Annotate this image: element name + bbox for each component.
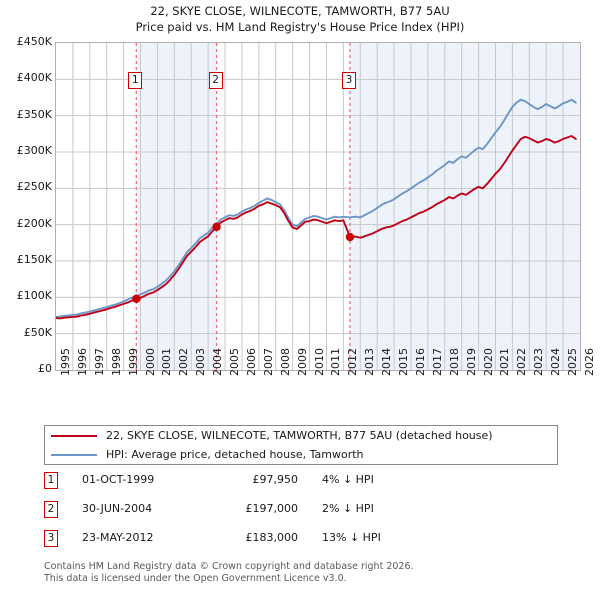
- shaded-band-2: [349, 43, 580, 370]
- x-tick-label: 1996: [75, 348, 89, 376]
- sale-price: £183,000: [245, 531, 299, 544]
- x-tick-label: 2003: [194, 348, 208, 376]
- x-tick-label: 2002: [177, 348, 191, 376]
- x-tick-label: 2006: [244, 348, 258, 376]
- y-tick-label: £50K: [23, 325, 52, 339]
- legend-label-hpi: HPI: Average price, detached house, Tamw…: [106, 448, 364, 461]
- x-tick-label: 2022: [515, 348, 529, 376]
- x-tick-label: 1999: [126, 348, 140, 376]
- chart-legend: 22, SKYE CLOSE, WILNECOTE, TAMWORTH, B77…: [44, 425, 558, 465]
- x-tick-label: 2023: [532, 348, 546, 376]
- sale-marker-dot-2[interactable]: [212, 222, 221, 232]
- chart-container: £0 £50K £100K £150K £200K £250K £300K £350K £400…: [0, 35, 600, 376]
- x-tick-label: 2000: [143, 348, 157, 376]
- attribution-footer: Contains HM Land Registry data © Crown c…: [44, 561, 584, 584]
- legend-swatch-hpi: [51, 453, 97, 456]
- x-tick-label: 2014: [380, 348, 394, 376]
- title-line-2: Price paid vs. HM Land Registry's House …: [135, 20, 465, 34]
- sale-row: 2 30-JUN-2004 £197,000 2% ↓ HPI: [44, 501, 558, 530]
- x-tick-label: 2009: [295, 348, 309, 376]
- sale-index-badge: 2: [44, 501, 58, 518]
- sale-row: 3 23-MAY-2012 £183,000 13% ↓ HPI: [44, 530, 558, 559]
- y-tick-label: £100K: [16, 289, 52, 303]
- sale-index-badge: 3: [44, 530, 58, 547]
- x-tick-label: 2020: [481, 348, 495, 376]
- hpi-line: [56, 98, 577, 318]
- event-flag-1[interactable]: 1: [128, 72, 143, 89]
- sale-hpi-delta: 4% ↓ HPI: [322, 473, 374, 486]
- sale-marker-dot-1[interactable]: [132, 294, 141, 304]
- x-tick-label: 2017: [430, 348, 444, 376]
- price-history-plot: [56, 43, 580, 370]
- y-tick-label: £250K: [16, 180, 52, 194]
- y-tick-label: £400K: [16, 71, 52, 85]
- sale-price: £197,000: [245, 502, 299, 515]
- x-tick-label: 2013: [363, 348, 377, 376]
- sale-date: 23-MAY-2012: [82, 531, 154, 544]
- x-tick-label: 1995: [59, 348, 72, 376]
- title-line-1: 22, SKYE CLOSE, WILNECOTE, TAMWORTH, B77…: [150, 4, 450, 18]
- y-tick-label: £200K: [16, 216, 52, 230]
- x-tick-label: 2007: [261, 348, 275, 376]
- legend-label-price-paid: 22, SKYE CLOSE, WILNECOTE, TAMWORTH, B77…: [106, 429, 493, 442]
- x-tick-label: 2012: [346, 348, 360, 376]
- y-tick-label: £450K: [16, 35, 52, 48]
- x-tick-label: 2018: [447, 348, 461, 376]
- footer-line-2: This data is licensed under the Open Gov…: [44, 572, 347, 584]
- x-tick-label: 2015: [397, 348, 411, 376]
- sale-marker-dot-3[interactable]: [345, 232, 355, 242]
- y-tick-label: £150K: [16, 253, 52, 266]
- event-flag-3[interactable]: 3: [341, 72, 356, 89]
- sale-row: 1 01-OCT-1999 £97,950 4% ↓ HPI: [44, 472, 558, 501]
- shaded-band-1: [136, 43, 217, 370]
- legend-item-price-paid: 22, SKYE CLOSE, WILNECOTE, TAMWORTH, B77…: [45, 426, 557, 445]
- y-tick-label: £0: [38, 362, 52, 375]
- x-tick-label: 2019: [464, 348, 478, 376]
- legend-swatch-price-paid: [51, 434, 97, 437]
- x-tick-label: 2021: [498, 348, 512, 376]
- x-tick-label: 2004: [211, 348, 225, 376]
- chart-title: 22, SKYE CLOSE, WILNECOTE, TAMWORTH, B77…: [0, 3, 600, 35]
- sale-date: 01-OCT-1999: [82, 473, 155, 486]
- y-tick-label: £300K: [16, 144, 52, 157]
- y-tick-label: £350K: [16, 107, 52, 121]
- x-tick-label: 2008: [278, 348, 292, 376]
- sale-date: 30-JUN-2004: [82, 502, 153, 515]
- plot-area: [55, 42, 581, 371]
- x-tick-label: 2005: [228, 348, 242, 376]
- sale-hpi-delta: 13% ↓ HPI: [322, 531, 381, 544]
- legend-item-hpi: HPI: Average price, detached house, Tamw…: [45, 445, 557, 464]
- x-tick-label: 2011: [329, 348, 343, 376]
- x-tick-label: 2025: [566, 348, 580, 376]
- x-tick-label: 2026: [583, 348, 596, 376]
- sale-hpi-delta: 2% ↓ HPI: [322, 502, 374, 515]
- sale-price: £97,950: [252, 473, 299, 486]
- x-tick-label: 2024: [549, 348, 563, 376]
- x-tick-label: 2001: [160, 348, 174, 376]
- event-flag-2[interactable]: 2: [208, 72, 223, 89]
- x-tick-label: 2016: [413, 348, 427, 376]
- price-paid-line: [56, 135, 577, 320]
- x-tick-label: 2010: [312, 348, 326, 376]
- sales-history-table: 1 01-OCT-1999 £97,950 4% ↓ HPI 2 30-JUN-2004 £…: [44, 472, 558, 559]
- sale-index-badge: 1: [44, 472, 58, 489]
- footer-line-1: Contains HM Land Registry data © Crown c…: [44, 561, 414, 572]
- x-tick-label: 1998: [109, 348, 123, 376]
- x-tick-label: 1997: [92, 348, 106, 376]
